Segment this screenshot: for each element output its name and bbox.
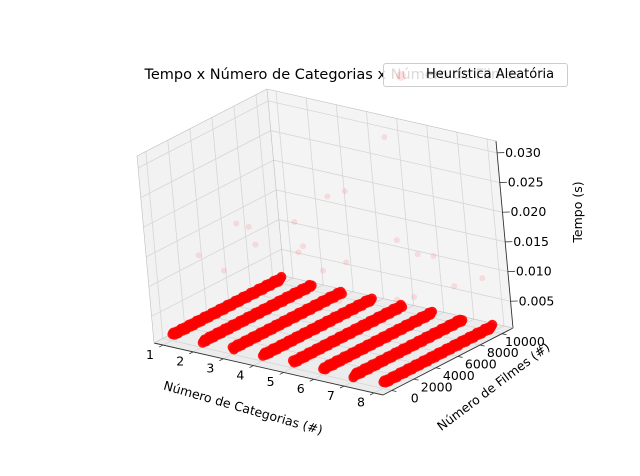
outlier-point [324,193,331,200]
y-tick-label: 4000 [443,368,475,383]
x-axis-line [153,342,384,396]
y-tick-mark [435,367,441,370]
z-tick-label: 0.030 [505,145,541,160]
pane-edge [136,155,155,344]
x-tick-label: 4 [236,367,244,382]
outlier-point [233,220,240,227]
outlier-point [245,223,252,230]
legend-label: Heurística Aleatória [426,67,555,82]
back-pane [267,89,513,328]
pane-edge [266,88,285,277]
z-tick-label: 0.015 [513,234,549,249]
legend: Heurística Aleatória [383,63,568,87]
y-axis-line [382,327,514,396]
data-point [306,280,317,291]
data-points [167,134,498,388]
data-point [276,271,287,282]
outlier-point [479,275,486,282]
y-tick-mark [391,390,397,392]
y-tick-label: 0 [411,391,419,406]
x-tick-mark [339,385,345,389]
z-axis-label: Tempo (s) [570,181,585,243]
z-tick-label: 0.005 [519,293,555,308]
x-tick-mark [219,358,224,362]
z-tick-label: 0.025 [508,175,544,190]
x-tick-mark [279,372,284,375]
outlier-point [300,243,306,250]
outlier-point [414,251,421,258]
outlier-point [195,252,202,259]
y-tick-mark [413,378,419,381]
outlier-point [252,241,259,248]
outlier-point [430,253,437,259]
y-tick-mark [457,355,463,358]
x-tick-mark [369,392,375,396]
y-tick-mark [479,344,485,347]
outlier-point [291,219,298,225]
y-tick-label: 10000 [505,334,545,349]
axis-lines [136,88,514,396]
x-tick-mark [249,365,254,368]
y-tick-label: 6000 [465,357,497,372]
z-tick-label: 0.020 [511,204,547,219]
legend-marker [396,71,406,81]
x-tick-label: 8 [357,395,365,410]
pane-edge [266,88,497,142]
y-tick-mark [501,333,507,336]
x-tick-label: 7 [327,388,335,403]
data-point [427,306,438,317]
x-tick-label: 3 [206,360,214,375]
x-tick-mark [189,351,194,355]
x-tick-label: 6 [297,381,305,396]
pane-edge [136,88,268,157]
outlier-point [295,249,302,256]
data-point [337,288,347,299]
data-point [487,319,498,330]
outlier-point [411,294,418,300]
data-point [457,315,468,326]
x-tick-label: 2 [176,354,184,369]
left-pane [137,89,284,343]
x-tick-label: 1 [146,347,154,362]
outlier-point [343,259,350,266]
outlier-point [393,237,400,244]
data-point [397,302,408,312]
outlier-point [320,267,327,274]
x-tick-label: 5 [267,374,275,389]
x-tick-mark [158,344,164,348]
y-tick-label: 2000 [421,379,453,394]
z-axis-line [495,140,514,329]
outlier-point [451,283,458,290]
z-tick-label: 0.010 [516,264,552,279]
data-point [366,293,377,304]
outlier-point [341,188,348,195]
x-tick-mark [309,378,314,382]
outlier-point [381,134,388,141]
outlier-point [220,267,227,274]
y-tick-label: 8000 [487,345,519,360]
